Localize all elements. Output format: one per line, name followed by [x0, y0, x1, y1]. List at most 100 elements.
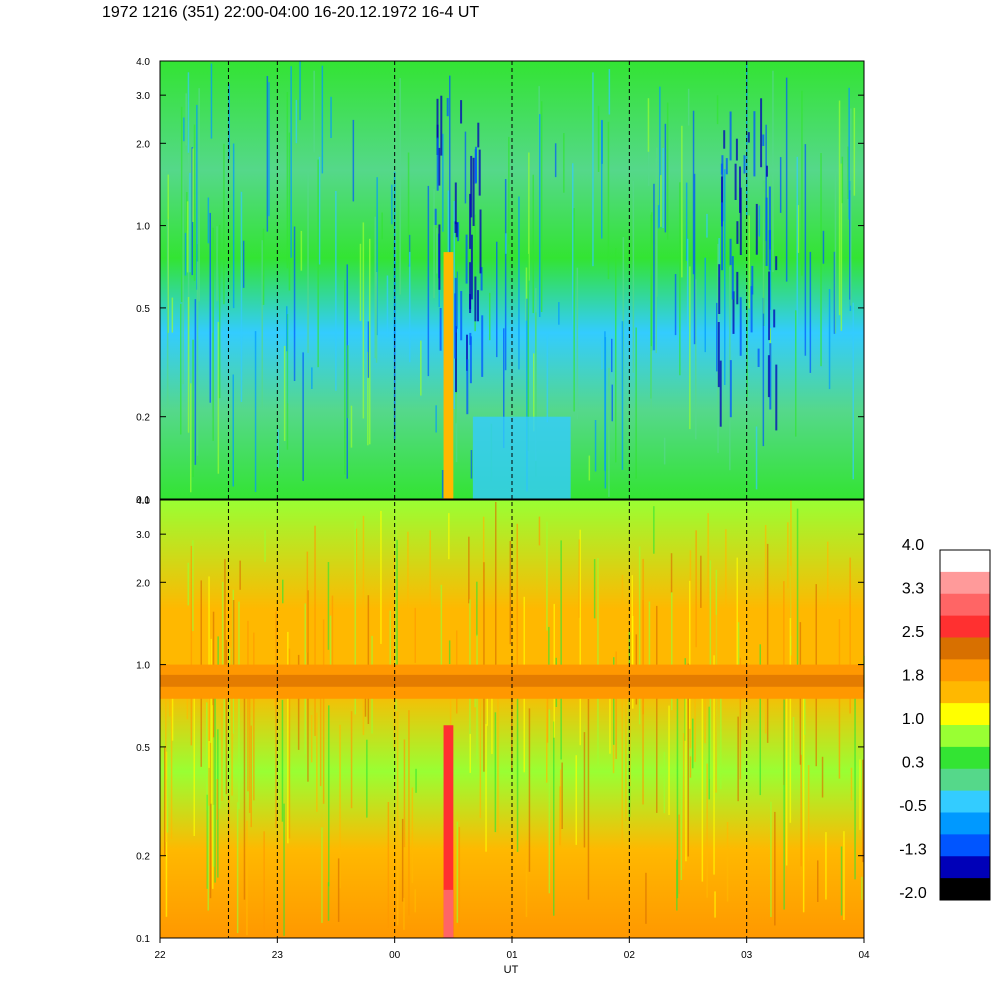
- upper-streak: [318, 156, 321, 265]
- upper-streak: [853, 107, 856, 196]
- upper-streak: [442, 133, 444, 232]
- lower-streak: [642, 558, 644, 715]
- upper-streak: [182, 170, 184, 385]
- upper-streak: [503, 328, 505, 448]
- upper-streak: [796, 156, 798, 343]
- upper-streak: [218, 224, 221, 399]
- upper-streak: [716, 95, 719, 125]
- lower-streak: [275, 611, 277, 829]
- upper-streak: [216, 226, 218, 302]
- lower-streak: [682, 733, 685, 870]
- upper-depleted-streak: [717, 322, 720, 388]
- upper-streak: [608, 367, 610, 497]
- colorbar-label: 1.0: [902, 711, 924, 728]
- upper-streak: [666, 102, 669, 240]
- lower-streak: [494, 712, 497, 833]
- upper-depleted-streak: [720, 163, 723, 175]
- lower-streak: [579, 529, 581, 746]
- upper-depleted-streak: [755, 203, 758, 255]
- upper-streak: [528, 152, 530, 281]
- lower-streak: [314, 525, 316, 736]
- lower-streak: [321, 827, 323, 923]
- upper-streak: [852, 302, 854, 480]
- upper-streak: [192, 148, 194, 222]
- upper-streak: [674, 274, 677, 336]
- upper-streak: [809, 251, 812, 373]
- colorbar-swatch: [940, 681, 990, 704]
- lower-streak: [468, 536, 470, 604]
- lower-streak: [408, 710, 410, 916]
- lower-streak: [287, 631, 289, 844]
- upper-streak: [659, 86, 661, 228]
- lower-streak: [715, 614, 717, 793]
- lower-streak: [166, 779, 169, 833]
- upper-streak: [758, 205, 761, 237]
- upper-streak: [242, 240, 245, 288]
- upper-streak: [212, 227, 214, 441]
- upper-streak: [266, 76, 269, 232]
- lower-streak: [676, 693, 679, 899]
- lower-streak: [825, 832, 827, 900]
- upper-depleted-streak: [736, 221, 739, 244]
- x-tick-label: 03: [741, 950, 753, 961]
- upper-streak: [180, 106, 183, 302]
- upper-depleted-streak: [765, 197, 768, 266]
- lower-streak: [212, 611, 215, 805]
- colorbar-swatch: [940, 834, 990, 857]
- lower-streak: [429, 530, 431, 697]
- upper-streak: [663, 437, 666, 465]
- upper-streak: [194, 299, 197, 465]
- lower-streak: [792, 717, 795, 775]
- upper-depleted-streak: [721, 176, 723, 227]
- upper-depleted-streak: [747, 132, 750, 143]
- upper-depleted-streak: [719, 360, 722, 427]
- lower-streak: [561, 762, 563, 829]
- upper-depleted-streak: [729, 360, 732, 418]
- upper-streak: [184, 232, 187, 276]
- upper-streak: [662, 147, 664, 229]
- upper-streak: [317, 159, 319, 368]
- upper-streak: [293, 226, 296, 381]
- upper-streak: [664, 123, 667, 233]
- lower-streak: [208, 671, 210, 741]
- upper-streak: [660, 175, 662, 227]
- upper-streak: [420, 340, 422, 396]
- upper-streak: [286, 92, 289, 269]
- upper-streak: [186, 192, 188, 231]
- y-tick-label: 2.0: [136, 139, 150, 150]
- upper-streak: [849, 190, 851, 300]
- lower-streak: [187, 562, 189, 606]
- lower-streak: [329, 615, 332, 686]
- lower-streak: [700, 555, 702, 608]
- x-tick-label: 00: [389, 950, 401, 961]
- lower-streak: [560, 540, 562, 760]
- page-title: 1972 1216 (351) 22:00-04:00 16-20.12.197…: [102, 4, 480, 21]
- upper-streak: [470, 450, 473, 479]
- upper-streak: [330, 96, 332, 138]
- lower-streak: [389, 610, 391, 672]
- upper-streak: [286, 306, 288, 352]
- lower-streak: [327, 882, 330, 921]
- lower-narrow-band: [443, 725, 454, 938]
- lower-streak: [615, 651, 617, 759]
- upper-streak: [189, 172, 191, 273]
- lower-streak: [225, 639, 228, 795]
- upper-streak: [232, 143, 235, 309]
- lower-streak: [212, 737, 215, 867]
- lower-streak: [414, 889, 416, 913]
- upper-streak: [347, 345, 349, 419]
- upper-streak: [193, 124, 196, 281]
- y-tick-label: 0.2: [136, 413, 150, 424]
- lower-streak: [800, 754, 802, 867]
- lower-streak: [253, 632, 255, 801]
- colorbar-swatch: [940, 768, 990, 792]
- upper-streak: [295, 99, 298, 144]
- lower-streak: [862, 759, 864, 863]
- upper-streak: [621, 321, 624, 470]
- lower-streak: [638, 546, 641, 725]
- upper-streak: [455, 393, 458, 463]
- lower-streak: [395, 513, 397, 711]
- upper-streak: [693, 173, 696, 345]
- upper-streak: [407, 152, 410, 265]
- lower-streak: [648, 601, 651, 671]
